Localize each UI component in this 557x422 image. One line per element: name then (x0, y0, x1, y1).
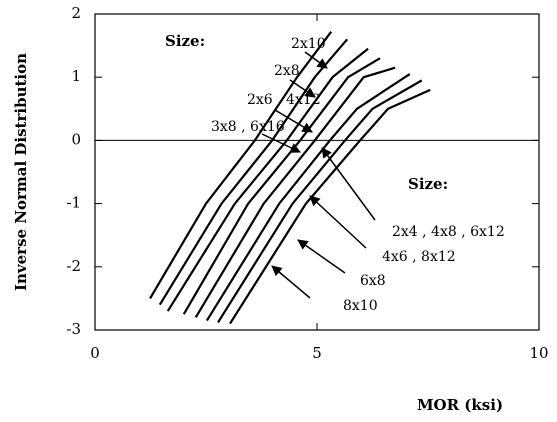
data-line (205, 73, 411, 322)
data-line (194, 66, 396, 318)
label-arrow (297, 239, 346, 274)
data-line (166, 47, 369, 312)
annotation: Size: (165, 32, 205, 50)
y-tick-label: 2 (71, 4, 81, 22)
data-line (182, 57, 381, 315)
label-arrow (289, 79, 316, 98)
x-tick-label: 5 (312, 344, 322, 362)
label-arrow (271, 265, 311, 299)
series-label: 4x6 , 8x12 (382, 249, 456, 265)
series-label: 8x10 (343, 298, 378, 314)
annotation: Size: (408, 175, 448, 193)
x-axis-label: MOR (ksi) (417, 396, 503, 414)
label-arrow (274, 109, 313, 133)
label-arrow (309, 195, 367, 249)
data-line (149, 31, 333, 299)
data-line (158, 38, 349, 306)
label-arrow (304, 51, 328, 69)
y-tick-label: -2 (66, 257, 81, 275)
y-tick-label: -3 (66, 320, 81, 338)
x-tick-label: 10 (529, 344, 548, 362)
series-label: 2x10 (291, 36, 326, 52)
series-label: 2x6 , 4x12 (247, 92, 321, 108)
data-line (217, 79, 423, 324)
series-label: 2x4 , 4x8 , 6x12 (392, 224, 505, 240)
series-label: 6x8 (360, 273, 386, 289)
y-tick-label: 0 (71, 130, 81, 148)
y-tick-label: 1 (71, 67, 81, 85)
y-axis-label: Inverse Normal Distribution (12, 53, 30, 291)
label-arrow (261, 133, 301, 153)
y-tick-label: -1 (66, 194, 81, 212)
series-label: 2x8 (274, 63, 300, 79)
data-line (229, 88, 431, 325)
label-arrow (321, 147, 376, 221)
x-tick-label: 0 (90, 344, 100, 362)
series-label: 3x8 , 6x16 (211, 119, 285, 135)
